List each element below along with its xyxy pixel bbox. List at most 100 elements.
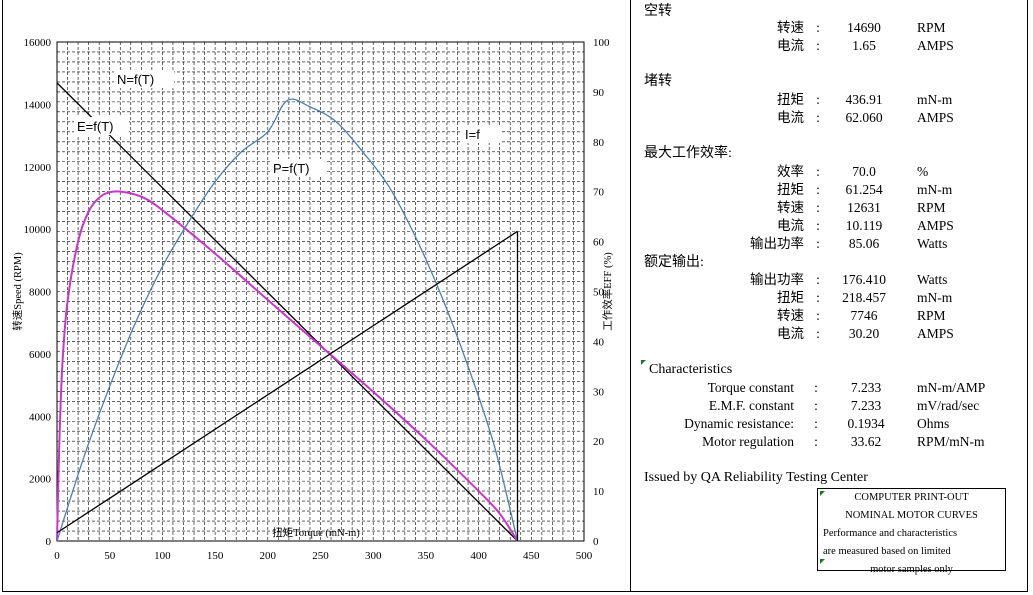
spec-colon: : bbox=[816, 92, 820, 107]
chart-svg: 0 50 100 150 200 250 300 350 400 450 5000200040006… bbox=[11, 37, 614, 562]
notice-line: motor samples only bbox=[870, 564, 953, 575]
spec-value: 30.20 bbox=[848, 326, 880, 341]
spec-label: 电流 bbox=[777, 218, 804, 233]
marker-triangle bbox=[820, 559, 825, 564]
spec-unit: mN-m/AMP bbox=[917, 380, 986, 395]
y-left-tick-label: 0 bbox=[46, 536, 52, 548]
x-tick-label: 500 bbox=[576, 550, 593, 562]
x-tick-label: 250 bbox=[312, 550, 329, 562]
spec-unit: AMPS bbox=[917, 326, 954, 341]
y-left-tick-label: 2000 bbox=[29, 474, 52, 486]
y-left-tick-label: 16000 bbox=[24, 37, 52, 49]
spec-label: 电流 bbox=[777, 38, 804, 53]
marker-triangle bbox=[820, 491, 825, 496]
series-label: E=f(T) bbox=[77, 119, 113, 134]
spec-value: 0.1934 bbox=[847, 416, 885, 431]
spec-colon: : bbox=[814, 380, 818, 395]
spec-label: 电流 bbox=[777, 326, 804, 341]
y-right-tick-label: 20 bbox=[593, 436, 605, 448]
series-label: P=f(T) bbox=[273, 161, 309, 176]
spec-unit: Watts bbox=[917, 272, 948, 287]
spec-value: 10.119 bbox=[845, 218, 883, 233]
y-left-tick-label: 12000 bbox=[24, 162, 52, 174]
spec-unit: RPM bbox=[917, 200, 946, 215]
spec-label: 效率 bbox=[777, 164, 804, 179]
y-right-tick-label: 90 bbox=[593, 87, 605, 99]
spec-label: 输出功率 bbox=[750, 272, 804, 287]
issued-by: Issued by QA Reliability Testing Center bbox=[644, 470, 868, 485]
x-tick-label: 100 bbox=[154, 550, 171, 562]
spec-unit: AMPS bbox=[917, 110, 954, 125]
spec-unit: % bbox=[917, 164, 929, 179]
y-right-tick-label: 70 bbox=[593, 187, 605, 199]
x-tick-label: 50 bbox=[104, 550, 116, 562]
spec-value: 7.233 bbox=[850, 380, 882, 395]
notice-line: COMPUTER PRINT-OUT bbox=[854, 492, 969, 503]
spec-unit: Ohms bbox=[917, 416, 950, 431]
section-title: 额定输出: bbox=[644, 255, 704, 270]
spec-colon: : bbox=[816, 38, 820, 53]
spec-label: 转速 bbox=[777, 200, 804, 215]
x-tick-label: 200 bbox=[260, 550, 277, 562]
spec-value: 436.91 bbox=[845, 92, 883, 107]
series-label: I=f bbox=[465, 127, 480, 142]
spec-value: 7.233 bbox=[850, 398, 882, 413]
spec-colon: : bbox=[816, 20, 820, 35]
x-tick-label: 0 bbox=[54, 550, 60, 562]
y-left-tick-label: 10000 bbox=[24, 224, 52, 236]
series-label-bg bbox=[74, 117, 129, 135]
spec-colon: : bbox=[816, 290, 820, 305]
y-right-tick-label: 0 bbox=[593, 536, 599, 548]
spec-label: 扭矩 bbox=[777, 92, 804, 107]
spec-label: 扭矩 bbox=[777, 290, 804, 305]
spec-colon: : bbox=[816, 182, 820, 197]
spec-unit: mN-m bbox=[917, 290, 953, 305]
y-left-tick-label: 14000 bbox=[24, 99, 52, 111]
spec-unit: RPM bbox=[917, 308, 946, 323]
notice-line: Performance and characteristics bbox=[823, 528, 958, 539]
motor-curve-chart: 0 50 100 150 200 250 300 350 400 450 500 0 2000 4000 6… bbox=[11, 37, 614, 562]
spec-colon: : bbox=[816, 326, 820, 341]
spec-unit: AMPS bbox=[917, 218, 954, 233]
spec-unit: AMPS bbox=[917, 38, 954, 53]
spec-label: 转速 bbox=[777, 20, 804, 35]
spec-value: 7746 bbox=[850, 308, 878, 323]
series-label-bg bbox=[270, 159, 325, 177]
spec-panel: 空转 转速: 14690 RPM 电流: 1.65 AMPS 堵转 扭矩: 436.91 mN-m 电… bbox=[632, 0, 1028, 592]
notice-line: NOMINAL MOTOR CURVES bbox=[845, 510, 978, 521]
spec-label: Dynamic resistance: bbox=[684, 416, 794, 431]
notice-line: are measured based on limited bbox=[823, 546, 951, 557]
spec-unit: RPM/mN-m bbox=[917, 434, 985, 449]
spec-label: Torque constant bbox=[707, 380, 794, 395]
spec-value: 33.62 bbox=[850, 434, 882, 449]
spec-colon: : bbox=[816, 272, 820, 287]
y-right-tick-label: 50 bbox=[593, 287, 605, 299]
series-label-bg bbox=[462, 125, 500, 143]
spec-value: 85.06 bbox=[848, 236, 880, 251]
spec-unit: mN-m bbox=[917, 182, 953, 197]
spec-colon: : bbox=[816, 308, 820, 323]
spec-value: 70.0 bbox=[852, 164, 876, 179]
series-label-bg bbox=[114, 70, 174, 88]
x-tick-label: 300 bbox=[365, 550, 382, 562]
spec-unit: Watts bbox=[917, 236, 948, 251]
spec-colon: : bbox=[814, 416, 818, 431]
series-line-2 bbox=[56, 98, 519, 542]
x-tick-label: 350 bbox=[418, 550, 435, 562]
x-axis-label: 扭矩Torque (mN-m) bbox=[272, 526, 360, 539]
spec-value: 12631 bbox=[847, 200, 881, 215]
y-right-tick-label: 60 bbox=[593, 237, 605, 249]
y-right-tick-label: 80 bbox=[593, 137, 605, 149]
x-tick-label: 450 bbox=[523, 550, 540, 562]
section-title: 最大工作效率: bbox=[644, 146, 732, 161]
panel-divider bbox=[630, 0, 631, 592]
spec-label: 转速 bbox=[777, 308, 804, 323]
spec-value: 14690 bbox=[847, 20, 881, 35]
y-left-tick-label: 6000 bbox=[29, 349, 52, 361]
spec-colon: : bbox=[816, 236, 820, 251]
spec-colon: : bbox=[816, 218, 820, 233]
section-title: Characteristics bbox=[649, 362, 733, 377]
spec-value: 218.457 bbox=[842, 290, 886, 305]
spec-label: 电流 bbox=[777, 110, 804, 125]
